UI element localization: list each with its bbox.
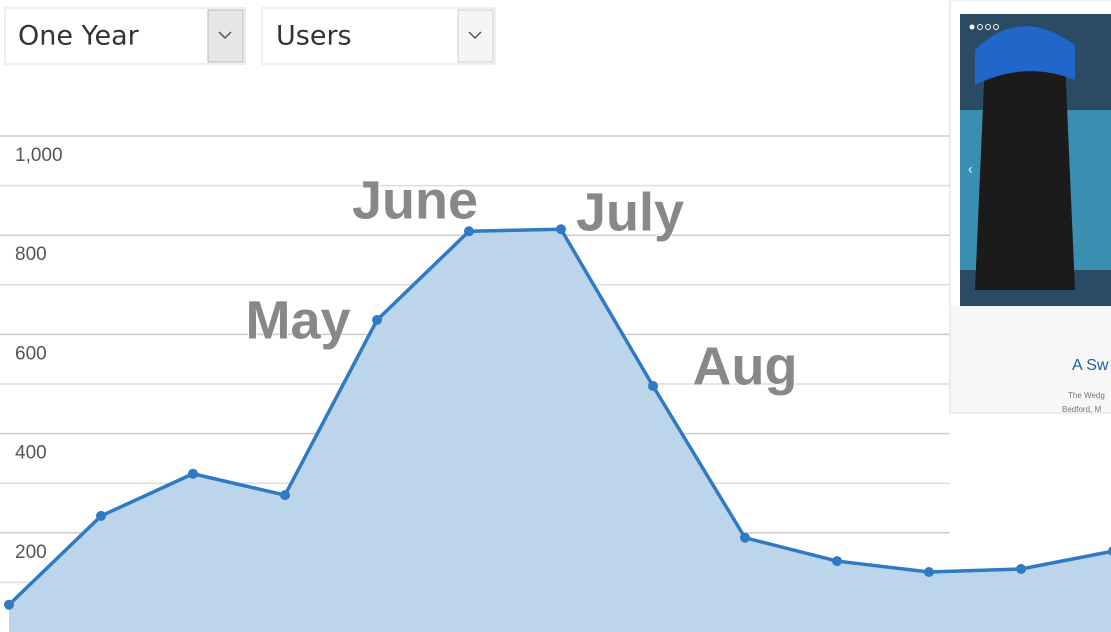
card-text: The Wedg (1068, 391, 1105, 400)
point (648, 381, 658, 391)
annotation: June (352, 170, 478, 230)
dropdown[interactable]: Users (262, 8, 495, 64)
point (832, 556, 842, 566)
annotation: July (576, 182, 684, 242)
point (556, 224, 566, 234)
page: One Year Users 200 400 600 800 1,000 MayJune J… (0, 0, 1111, 632)
carousel-prev[interactable]: ‹ (968, 161, 973, 177)
point (924, 567, 934, 577)
card-text: Bedford, M (1062, 405, 1101, 414)
y-tick-label: 600 (15, 343, 47, 364)
screen: One Year Users 200 400 600 800 1,000 MayJune J… (0, 0, 1111, 632)
swimmer (975, 45, 1075, 290)
point (188, 469, 198, 479)
carousel-dot[interactable] (970, 25, 975, 30)
y-tick-label: 200 (15, 542, 47, 563)
dropdown[interactable]: One Year (5, 8, 245, 64)
dropdown-label: Users (276, 21, 352, 52)
point (4, 600, 14, 610)
point (740, 533, 750, 543)
card-title[interactable]: A Sw (1072, 357, 1109, 374)
point (372, 315, 382, 325)
y-tick-label: 400 (15, 443, 47, 464)
card[interactable]: ‹ A Sw The Wedg Bedford, M (950, 0, 1111, 414)
annotation: Aug (693, 336, 798, 396)
y-tick-label: 800 (15, 244, 47, 265)
point (1016, 564, 1026, 574)
dropdown-label: One Year (18, 21, 140, 52)
point (96, 511, 106, 521)
dropdown-button[interactable] (458, 10, 493, 62)
annotation: May (245, 290, 350, 350)
point (280, 490, 290, 500)
dropdown-button[interactable] (208, 10, 243, 62)
y-tick-label: 1,000 (15, 145, 63, 166)
